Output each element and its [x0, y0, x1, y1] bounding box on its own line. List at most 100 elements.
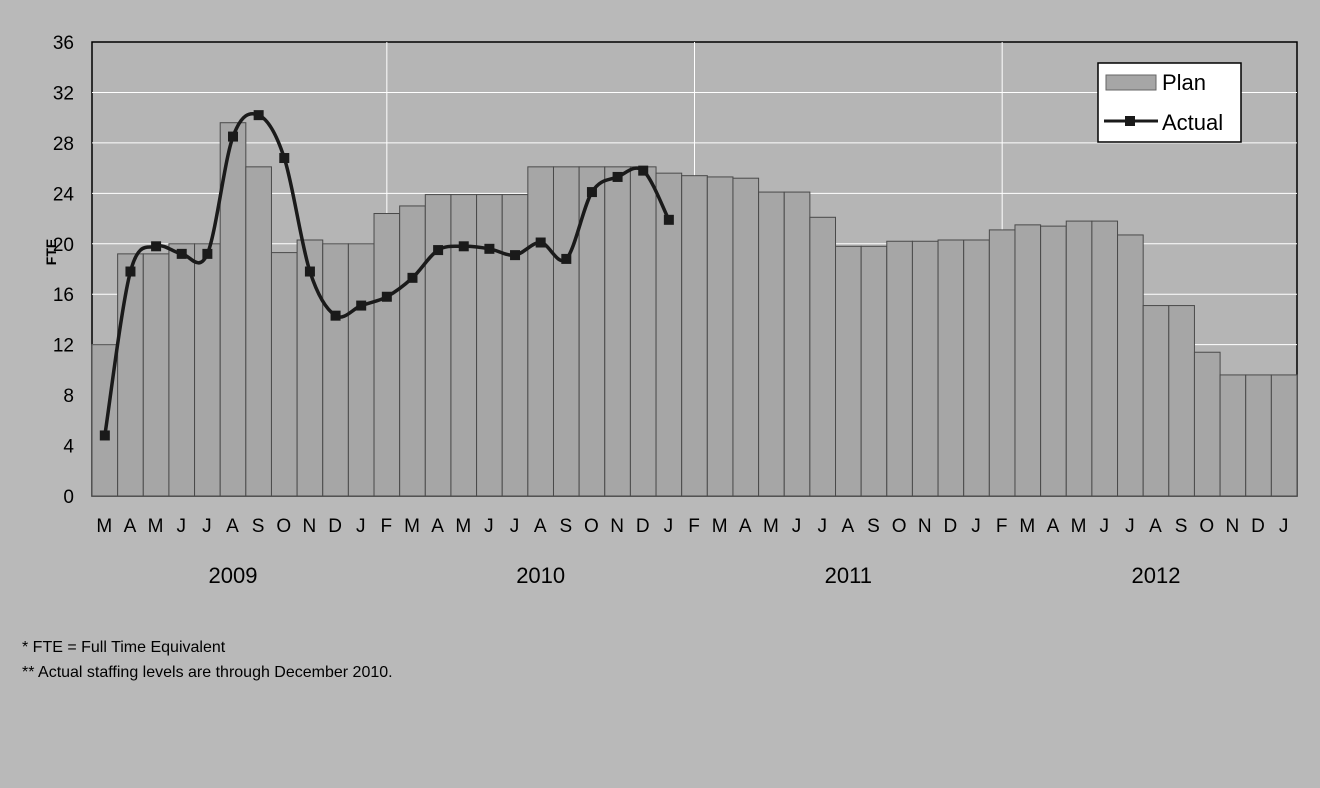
- plan-bar: [809, 216, 837, 497]
- plan-bar: [168, 243, 196, 497]
- plan-bar: [322, 243, 349, 497]
- plan-bars: [91, 122, 1298, 497]
- x-tick-month: J: [792, 516, 803, 537]
- x-tick-month: A: [534, 516, 548, 537]
- x-tick-month: S: [252, 516, 266, 537]
- plan-bar: [732, 177, 760, 497]
- x-tick-month: M: [96, 516, 113, 537]
- x-tick-month: M: [404, 516, 421, 537]
- actual-point: [612, 171, 623, 182]
- x-tick-month: M: [455, 516, 472, 537]
- actual-point: [638, 165, 649, 176]
- x-tick-month: F: [996, 516, 1009, 537]
- plan-bar: [911, 240, 939, 497]
- y-tick-label: 0: [63, 487, 74, 508]
- x-tick-month: N: [610, 516, 625, 537]
- x-tick-month: M: [148, 516, 165, 537]
- x-tick-month: D: [328, 516, 343, 537]
- x-tick-month: M: [1019, 516, 1036, 537]
- plan-bar: [424, 194, 452, 497]
- footnote-actual: ** Actual staffing levels are through De…: [22, 664, 393, 681]
- plan-bar: [1117, 234, 1144, 497]
- y-tick-label: 28: [53, 134, 74, 155]
- x-tick-month: O: [276, 516, 292, 537]
- plan-bar: [399, 205, 426, 497]
- plan-bar: [1270, 374, 1298, 497]
- x-tick-month: N: [918, 516, 933, 537]
- x-tick-month: N: [303, 516, 318, 537]
- plan-bar: [527, 166, 554, 497]
- plan-bar: [245, 166, 272, 497]
- actual-point: [407, 272, 418, 283]
- plan-bar: [758, 191, 785, 497]
- actual-point: [228, 131, 239, 142]
- x-tick-month: J: [510, 516, 521, 537]
- actual-point: [125, 266, 136, 277]
- actual-point: [484, 243, 495, 254]
- x-tick-month: S: [559, 516, 573, 537]
- y-tick-label: 32: [53, 83, 74, 104]
- x-year-label: 2010: [516, 563, 565, 588]
- actual-point: [381, 291, 392, 302]
- x-tick-month: M: [763, 516, 780, 537]
- x-tick-month: D: [1251, 516, 1266, 537]
- plan-bar: [681, 175, 708, 497]
- actual-point: [99, 430, 110, 441]
- plan-bar: [476, 194, 503, 497]
- actual-point: [304, 266, 315, 277]
- x-tick-month: O: [892, 516, 908, 537]
- plan-bar: [1091, 220, 1119, 497]
- x-tick-month: J: [664, 516, 675, 537]
- plan-bar: [604, 166, 631, 497]
- actual-point: [663, 214, 674, 225]
- x-axis-year-labels: 2009 2010 2011 2012: [209, 563, 1181, 588]
- x-tick-month: D: [636, 516, 651, 537]
- y-tick-label: 24: [53, 184, 75, 205]
- x-tick-month: M: [1071, 516, 1088, 537]
- x-tick-month: F: [688, 516, 701, 537]
- x-tick-month: J: [1125, 516, 1136, 537]
- actual-series-line: [103, 111, 671, 436]
- x-tick-month: A: [226, 516, 240, 537]
- x-tick-month: M: [712, 516, 729, 537]
- footnote-fte: * FTE = Full Time Equivalent: [22, 639, 226, 656]
- plan-bar: [1168, 305, 1195, 497]
- plan-bar: [552, 166, 580, 497]
- actual-point: [330, 310, 341, 321]
- plan-bar: [296, 239, 324, 497]
- actual-point: [176, 248, 187, 259]
- plan-bar: [219, 122, 247, 497]
- plan-bar: [270, 252, 298, 497]
- y-tick-label: 36: [53, 33, 74, 54]
- x-tick-month: J: [356, 516, 367, 537]
- actual-line: [99, 110, 674, 441]
- actual-point: [510, 250, 521, 261]
- x-tick-month: J: [971, 516, 982, 537]
- actual-point: [586, 187, 597, 198]
- x-tick-month: A: [841, 516, 855, 537]
- y-tick-label: 16: [53, 285, 74, 306]
- legend-plan-swatch: [1105, 74, 1157, 91]
- actual-point: [151, 241, 162, 252]
- plan-bar: [347, 243, 375, 497]
- x-tick-month: D: [944, 516, 959, 537]
- x-tick-month: A: [431, 516, 445, 537]
- x-tick-month: A: [1149, 516, 1163, 537]
- plan-bar: [501, 194, 529, 497]
- plan-bar: [1040, 225, 1067, 497]
- actual-point: [458, 241, 469, 252]
- plan-bar: [937, 239, 965, 497]
- x-tick-month: J: [176, 516, 187, 537]
- actual-point: [561, 253, 572, 264]
- plan-bar: [1065, 220, 1093, 497]
- plan-bar: [578, 166, 606, 497]
- x-year-label: 2011: [825, 563, 872, 588]
- y-tick-label: 20: [53, 235, 74, 256]
- x-tick-month: A: [124, 516, 138, 537]
- plan-bar: [963, 239, 990, 497]
- x-tick-month: S: [867, 516, 881, 537]
- plan-bar: [835, 245, 862, 497]
- legend-actual-label: Actual: [1162, 110, 1223, 135]
